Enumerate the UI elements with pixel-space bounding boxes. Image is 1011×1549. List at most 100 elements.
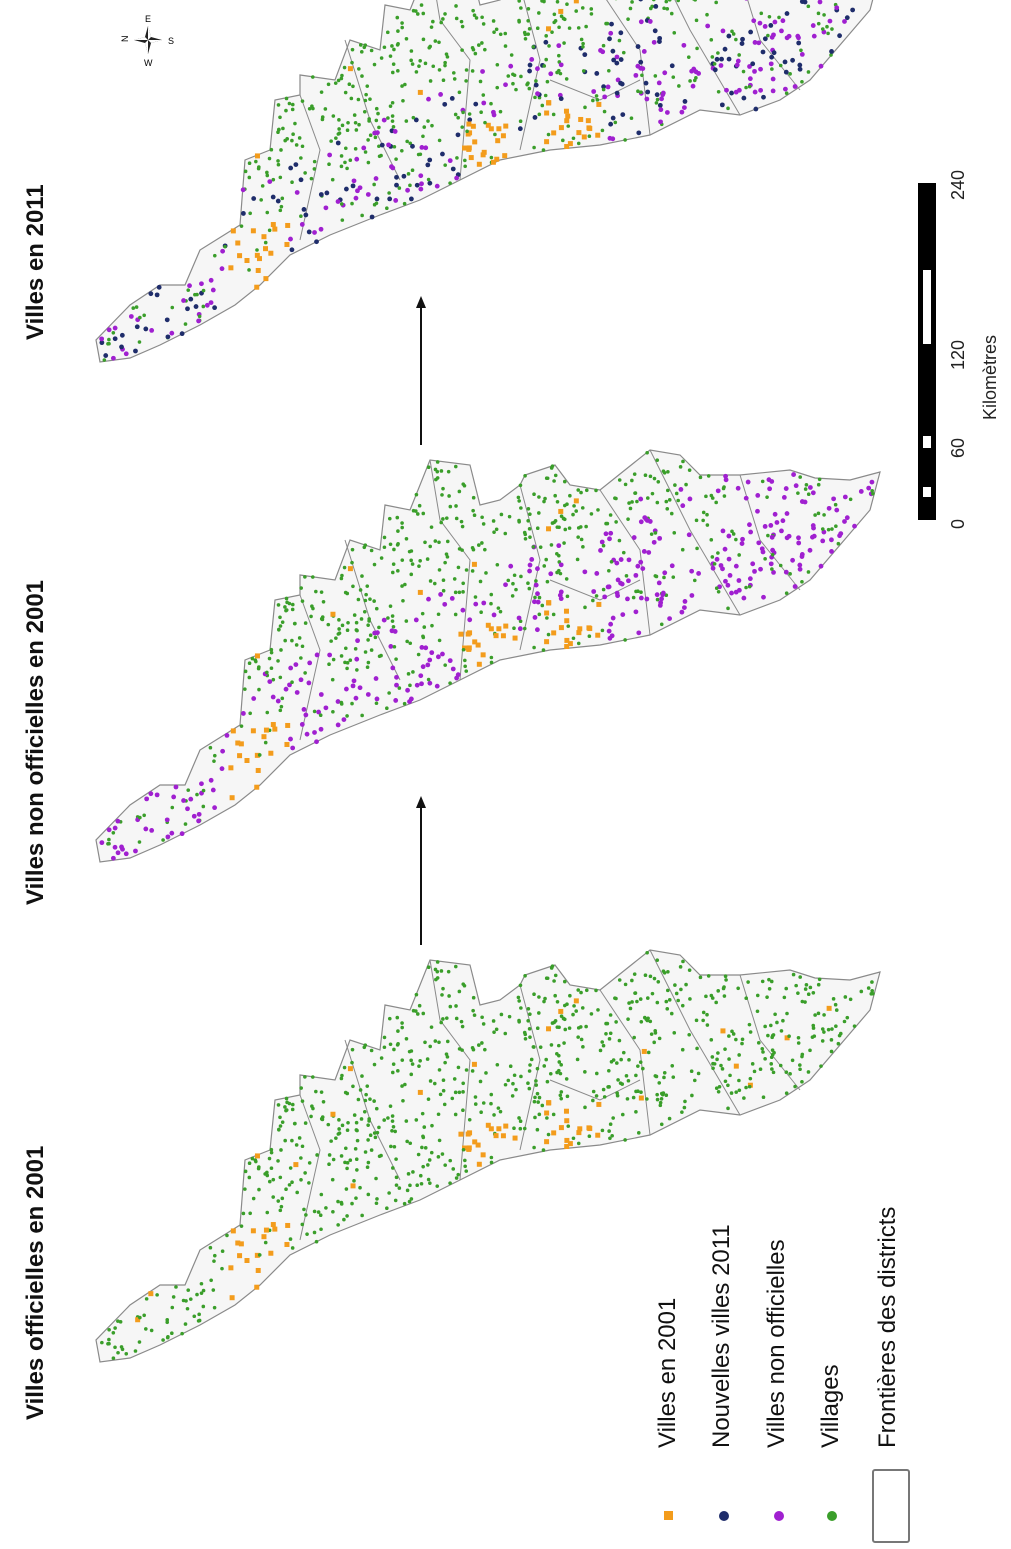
town-marker	[228, 1265, 234, 1271]
village-marker	[481, 522, 486, 526]
village-marker	[257, 665, 261, 669]
village-marker	[653, 74, 658, 78]
village-marker	[550, 964, 555, 968]
village-marker	[716, 89, 721, 94]
village-marker	[331, 1209, 335, 1214]
village-marker	[535, 1127, 540, 1132]
town-marker	[783, 486, 789, 491]
town-marker	[450, 166, 456, 172]
village-marker	[481, 22, 486, 26]
village-marker	[404, 1036, 409, 1041]
town-marker	[740, 36, 745, 42]
town-marker	[330, 611, 336, 617]
village-marker	[731, 532, 736, 536]
village-marker	[445, 1055, 450, 1059]
village-marker	[523, 532, 528, 537]
village-marker	[417, 1064, 421, 1068]
town-marker	[689, 568, 695, 574]
village-marker	[411, 115, 416, 120]
village-marker	[300, 644, 305, 649]
village-marker	[405, 639, 409, 644]
village-marker	[540, 1103, 545, 1108]
town-marker	[769, 54, 775, 60]
village-marker	[576, 988, 581, 992]
village-marker	[565, 1002, 569, 1007]
village-marker	[186, 1288, 191, 1292]
village-marker	[641, 1066, 645, 1071]
town-marker	[434, 683, 440, 689]
village-marker	[672, 31, 677, 35]
village-marker	[550, 30, 554, 34]
village-marker	[537, 1095, 542, 1100]
village-marker	[589, 1012, 594, 1016]
village-marker	[300, 599, 305, 603]
village-marker	[617, 538, 622, 543]
town-marker	[565, 113, 571, 119]
village-marker	[269, 1147, 274, 1152]
village-marker	[555, 552, 559, 556]
village-marker	[382, 45, 387, 50]
village-marker	[671, 1075, 676, 1079]
village-marker	[416, 1152, 421, 1157]
village-marker	[480, 541, 484, 545]
village-marker	[144, 1327, 148, 1331]
village-marker	[535, 1091, 540, 1096]
village-marker	[394, 1175, 399, 1180]
village-marker	[701, 1018, 705, 1023]
village-marker	[527, 1069, 532, 1073]
town-marker	[567, 141, 573, 147]
village-marker	[372, 1099, 376, 1103]
village-marker	[403, 582, 407, 587]
village-marker	[522, 1126, 527, 1131]
village-marker	[254, 1159, 258, 1164]
village-marker	[752, 1069, 757, 1074]
village-marker	[181, 1298, 186, 1303]
village-marker	[489, 601, 493, 606]
village-marker	[808, 985, 813, 990]
village-marker	[269, 647, 274, 652]
village-marker	[454, 4, 458, 8]
town-marker	[799, 552, 805, 557]
village-marker	[345, 1128, 350, 1133]
village-marker	[243, 687, 247, 691]
district-border	[436, 0, 471, 181]
town-marker	[618, 557, 624, 562]
town-marker	[625, 596, 630, 602]
town-marker	[314, 239, 319, 245]
town-marker	[747, 522, 752, 528]
village-marker	[859, 989, 864, 994]
village-marker	[352, 1113, 357, 1117]
village-marker	[290, 180, 294, 185]
town-marker	[762, 36, 768, 42]
village-marker	[538, 1045, 543, 1049]
village-marker	[421, 511, 426, 516]
town-marker	[756, 40, 762, 46]
village-marker	[326, 82, 331, 87]
village-marker	[372, 182, 376, 187]
village-marker	[400, 25, 404, 30]
village-marker	[830, 27, 834, 31]
village-marker	[517, 0, 521, 3]
village-marker	[671, 75, 676, 79]
village-marker	[247, 161, 252, 165]
village-marker	[444, 52, 449, 56]
town-marker	[638, 19, 644, 25]
village-marker	[269, 1166, 274, 1170]
town-marker	[275, 698, 281, 704]
town-marker	[466, 1146, 472, 1152]
village-marker	[390, 1070, 395, 1075]
village-marker	[498, 109, 503, 114]
town-marker	[413, 617, 419, 623]
town-marker	[493, 1133, 499, 1139]
town-marker	[767, 486, 773, 492]
village-marker	[532, 1145, 536, 1150]
village-marker	[489, 101, 493, 106]
village-marker	[562, 541, 566, 545]
town-marker	[240, 711, 246, 716]
village-marker	[382, 1035, 387, 1040]
town-marker	[289, 247, 295, 253]
village-marker	[721, 486, 726, 491]
village-marker	[563, 527, 568, 532]
town-marker	[678, 487, 684, 492]
village-marker	[866, 986, 871, 990]
